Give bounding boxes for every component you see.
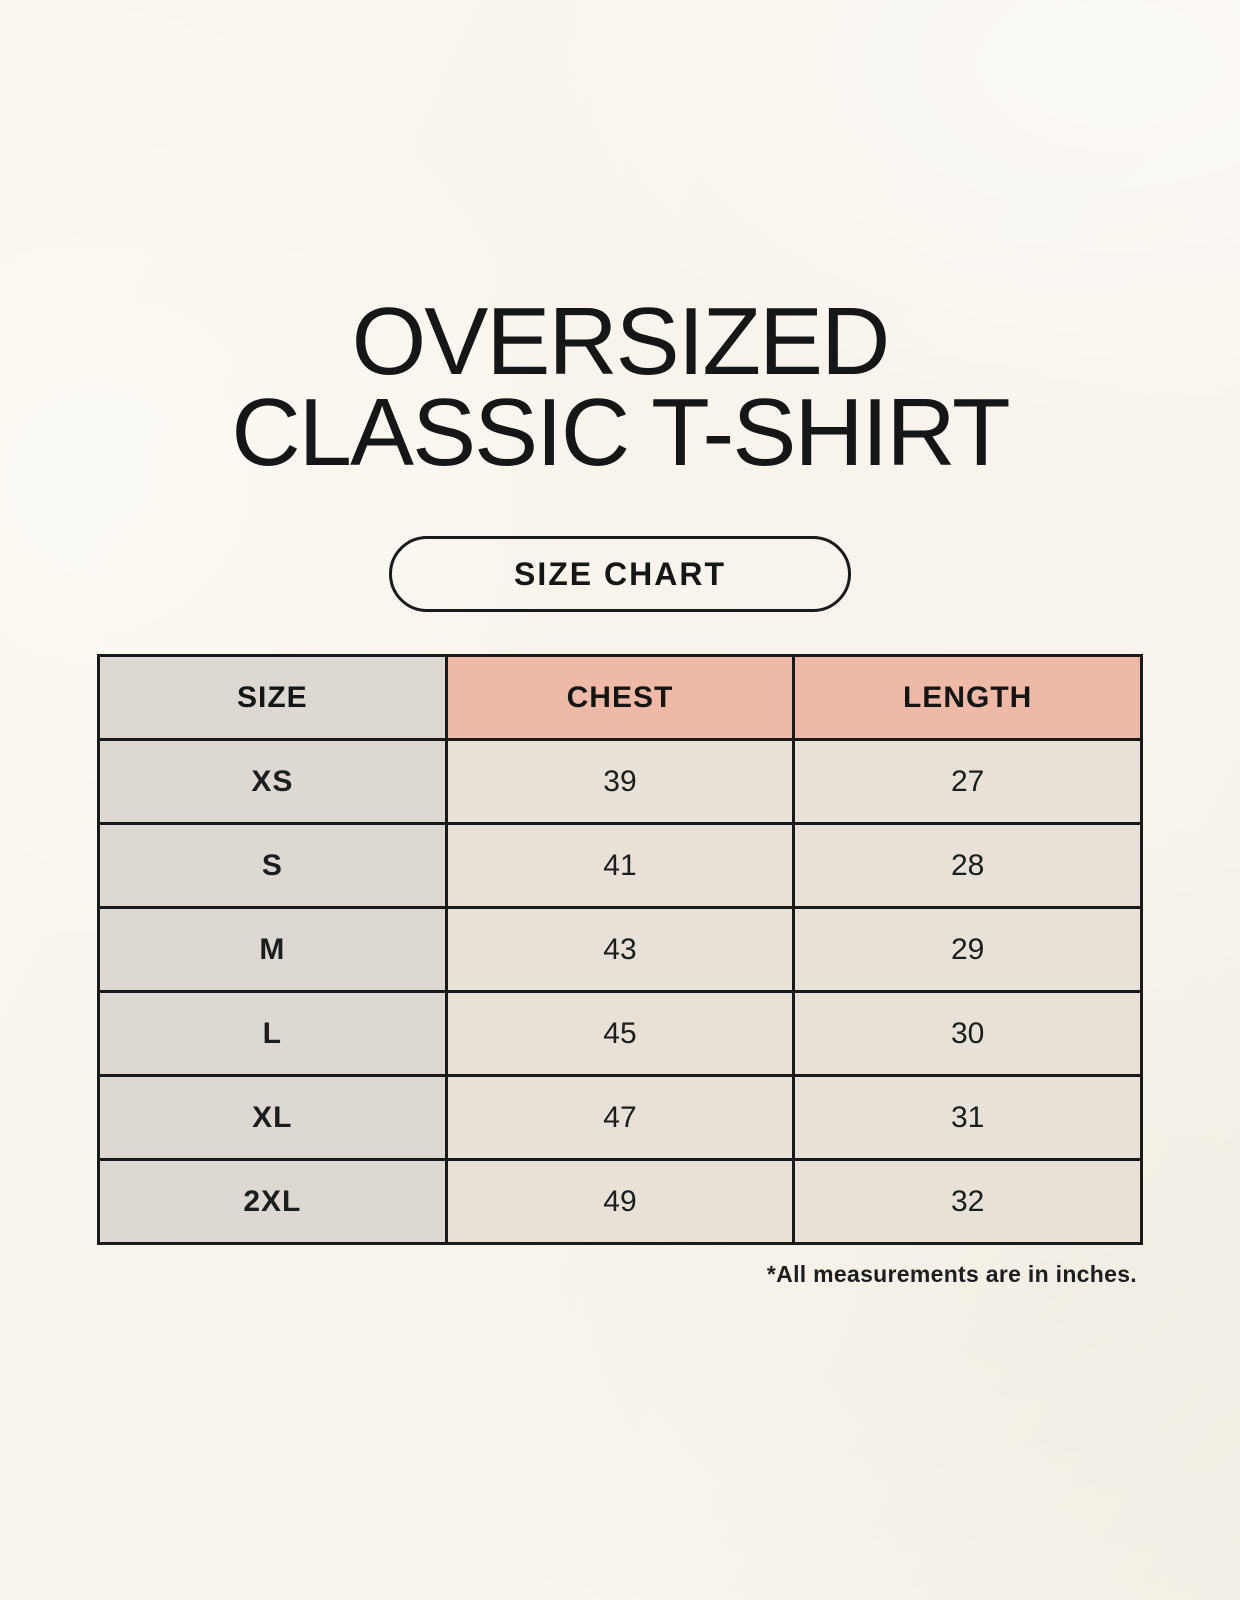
length-value: 32 xyxy=(792,1158,1143,1246)
header-cell-length: LENGTH xyxy=(792,654,1143,742)
chest-value: 45 xyxy=(444,990,796,1078)
table-row: M 43 29 xyxy=(97,906,1143,994)
product-title: OVERSIZED CLASSIC T-SHIRT xyxy=(0,0,1240,487)
size-label: 2XL xyxy=(97,1158,448,1246)
header-cell-size: SIZE xyxy=(97,654,448,742)
size-label: XL xyxy=(97,1074,448,1162)
size-label: XS xyxy=(97,738,448,826)
size-label: M xyxy=(97,906,448,994)
size-table: SIZE CHEST LENGTH XS 39 27 S 41 28 M xyxy=(97,654,1143,1246)
size-label: S xyxy=(97,822,448,910)
table-header-row: SIZE CHEST LENGTH xyxy=(97,654,1143,742)
chest-value: 49 xyxy=(444,1158,796,1246)
table-row: S 41 28 xyxy=(97,822,1143,910)
size-table-container: SIZE CHEST LENGTH XS 39 27 S 41 28 M xyxy=(97,654,1143,1246)
size-label: L xyxy=(97,990,448,1078)
size-chart-button[interactable]: SIZE CHART xyxy=(389,536,851,613)
length-value: 28 xyxy=(792,822,1143,910)
table-row: XS 39 27 xyxy=(97,738,1143,826)
measurements-footnote: *All measurements are in inches. xyxy=(766,1261,1137,1288)
product-title-line1: OVERSIZED xyxy=(351,288,891,395)
table-row: L 45 30 xyxy=(97,990,1143,1078)
chest-value: 41 xyxy=(444,822,796,910)
header-cell-chest: CHEST xyxy=(444,654,796,742)
length-value: 31 xyxy=(792,1074,1143,1162)
table-row: 2XL 49 32 xyxy=(97,1158,1143,1246)
chest-value: 43 xyxy=(444,906,796,994)
length-value: 30 xyxy=(792,990,1143,1078)
length-value: 29 xyxy=(792,906,1143,994)
length-value: 27 xyxy=(792,738,1143,826)
table-row: XL 47 31 xyxy=(97,1074,1143,1162)
chest-value: 47 xyxy=(444,1074,796,1162)
chest-value: 39 xyxy=(444,738,796,826)
product-title-line2: CLASSIC T-SHIRT xyxy=(231,379,1010,487)
